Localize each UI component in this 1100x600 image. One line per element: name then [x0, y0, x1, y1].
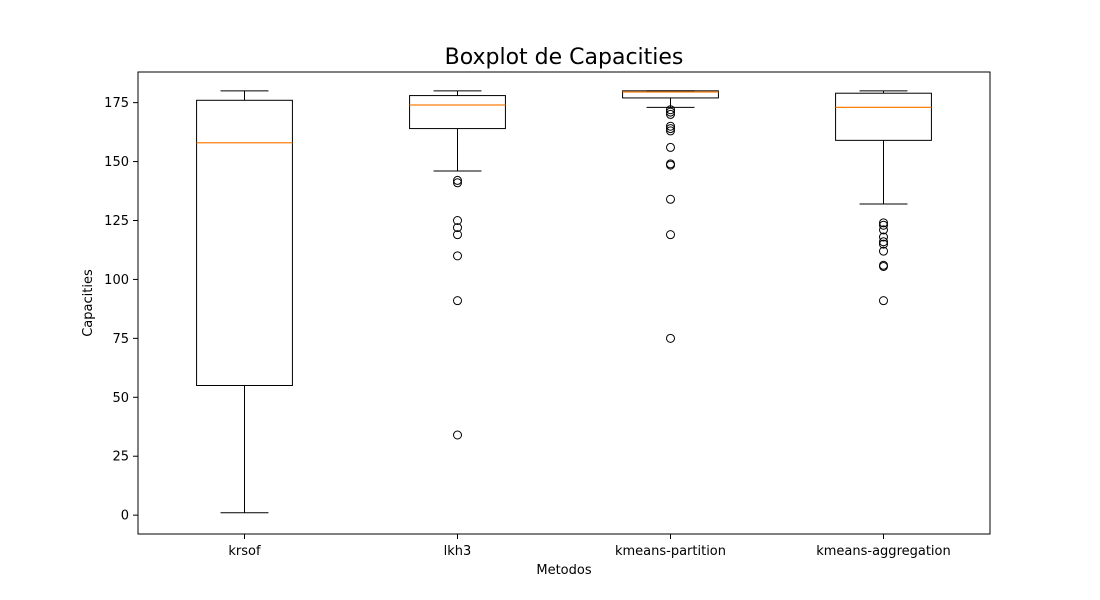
outlier-point	[666, 230, 675, 240]
x-axis: krsof lkh3 kmeans-partition kmeans-aggregat…	[228, 534, 951, 559]
outlier-point	[666, 126, 675, 136]
outlier-point	[453, 230, 462, 240]
outlier-point	[666, 109, 675, 119]
box-iqr	[196, 99, 293, 387]
outlier-point	[666, 105, 675, 115]
outlier-point	[879, 232, 888, 242]
x-tick-label: krsof	[228, 544, 261, 559]
y-tick-label: 150	[104, 155, 129, 170]
y-tick-label: 25	[112, 450, 129, 465]
outlier-point	[453, 178, 462, 188]
y-tick-label: 0	[121, 509, 129, 524]
x-tick-label: lkh3	[444, 544, 472, 559]
outlier-point	[453, 430, 462, 440]
y-axis-label: Capacities	[81, 269, 96, 337]
x-axis-label: Metodos	[536, 563, 591, 578]
outlier-point	[453, 296, 462, 306]
outlier-point	[879, 261, 888, 271]
outlier-point	[666, 107, 675, 117]
outlier-point	[666, 333, 675, 343]
outlier-point	[666, 124, 675, 134]
chart-title: Boxplot de Capacities	[445, 45, 684, 70]
y-tick-label: 50	[112, 391, 129, 406]
y-tick-label: 175	[104, 96, 129, 111]
box-kmeans-partition	[622, 90, 719, 343]
box-iqr	[622, 90, 719, 99]
outlier-point	[879, 218, 888, 228]
y-tick-label: 100	[104, 273, 129, 288]
boxes	[196, 90, 932, 514]
outlier-point	[666, 121, 675, 131]
outlier-point	[666, 142, 675, 152]
outlier-point	[879, 225, 888, 235]
outlier-point	[666, 160, 675, 170]
outlier-point	[879, 220, 888, 230]
outlier-point	[453, 251, 462, 261]
outlier-point	[453, 223, 462, 233]
y-tick-label: 75	[112, 332, 129, 347]
box-kmeans-aggregation	[835, 90, 932, 306]
outlier-point	[666, 194, 675, 204]
y-axis: 0 25 50 75 100 125 150 175	[104, 96, 138, 524]
outlier-point	[879, 296, 888, 306]
box-iqr	[835, 92, 932, 141]
box-iqr	[409, 95, 506, 130]
outlier-point	[453, 175, 462, 185]
x-tick-label: kmeans-partition	[615, 544, 726, 559]
outlier-point	[879, 239, 888, 249]
outlier-point	[879, 246, 888, 256]
outlier-point	[453, 216, 462, 225]
y-tick-label: 125	[104, 214, 129, 229]
x-tick-label: kmeans-aggregation	[816, 544, 951, 559]
plot-frame	[137, 71, 991, 535]
box-lkh3	[409, 90, 506, 440]
outlier-point	[879, 237, 888, 247]
box-krsof	[196, 90, 293, 514]
